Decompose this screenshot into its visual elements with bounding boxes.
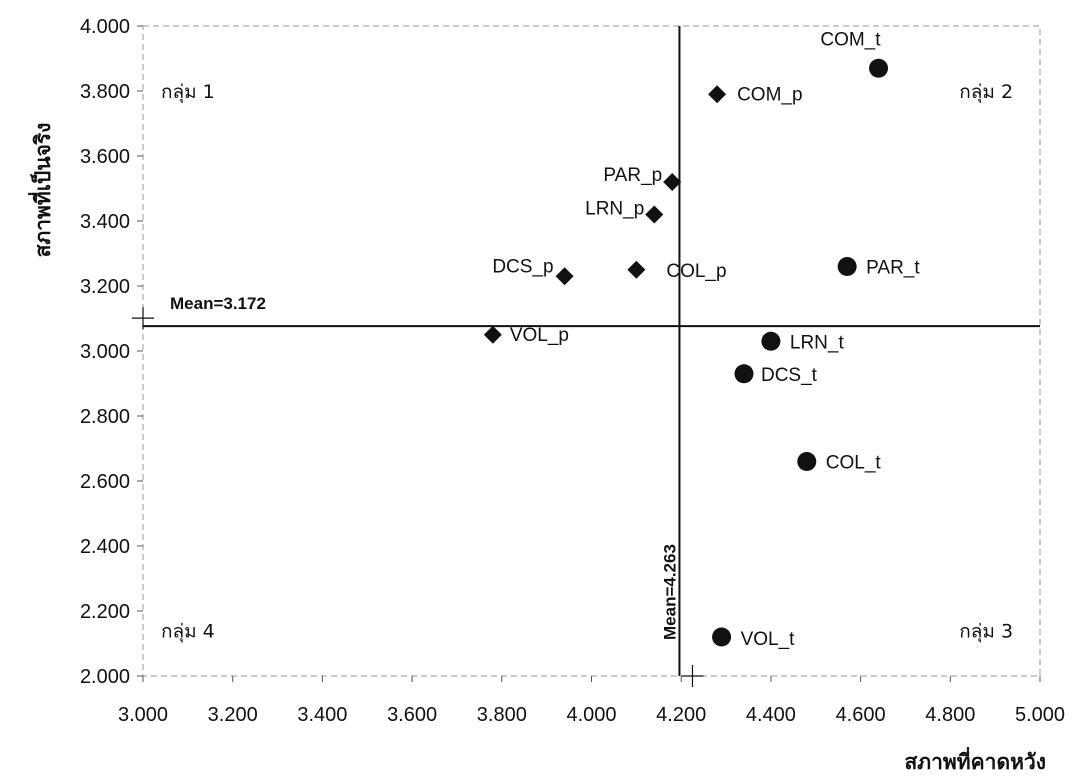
data-point-label: LRN_p bbox=[585, 199, 644, 220]
data-point-label: COM_p bbox=[737, 84, 802, 105]
mean-x-label: Mean=4.263 bbox=[660, 544, 679, 640]
quadrant-label: กลุ่ม 1 bbox=[161, 81, 215, 104]
data-point-diamond bbox=[663, 173, 682, 191]
data-point-label: DCS_t bbox=[761, 365, 818, 386]
data-point-diamond bbox=[555, 267, 574, 286]
x-tick-label: 4.000 bbox=[566, 704, 616, 726]
y-tick-label: 3.400 bbox=[80, 211, 130, 233]
cross-marker bbox=[132, 307, 154, 330]
x-tick-label: 4.400 bbox=[746, 704, 796, 726]
data-point-circle bbox=[797, 452, 817, 471]
data-point-diamond bbox=[483, 325, 502, 344]
y-tick-label: 2.600 bbox=[80, 471, 130, 493]
y-tick-label: 2.800 bbox=[80, 406, 130, 428]
x-tick-label: 3.600 bbox=[387, 704, 437, 726]
x-tick-label: 4.200 bbox=[656, 704, 706, 726]
data-point-label: COL_p bbox=[666, 261, 726, 282]
data-point-label: PAR_t bbox=[866, 258, 920, 279]
data-point-label: COL_t bbox=[826, 453, 882, 474]
plot-area bbox=[142, 25, 1041, 677]
y-axis-title: สภาพที่เป็นจริง bbox=[27, 123, 55, 258]
quadrant-label: กลุ่ม 4 bbox=[161, 621, 215, 644]
data-point-label: PAR_p bbox=[603, 165, 662, 186]
x-tick-label: 3.200 bbox=[208, 704, 258, 726]
data-point-label: LRN_t bbox=[790, 332, 845, 353]
data-point-circle bbox=[837, 257, 857, 276]
x-tick-label: 4.800 bbox=[925, 704, 975, 726]
cross-marker bbox=[681, 665, 704, 687]
x-tick-label: 4.600 bbox=[836, 704, 886, 726]
data-point-diamond bbox=[645, 205, 664, 224]
y-tick-label: 3.800 bbox=[80, 81, 130, 103]
data-point-label: DCS_p bbox=[492, 256, 553, 277]
data-point-circle bbox=[712, 627, 732, 647]
mean-y-label: Mean=3.172 bbox=[170, 294, 266, 313]
y-tick-label: 3.000 bbox=[80, 341, 130, 363]
y-tick-label: 2.400 bbox=[80, 536, 130, 558]
y-tick-label: 2.200 bbox=[80, 601, 130, 623]
data-point-circle bbox=[761, 331, 781, 351]
x-tick-label: 3.000 bbox=[118, 704, 168, 726]
x-tick-label: 3.400 bbox=[297, 704, 347, 726]
y-tick-label: 2.000 bbox=[80, 666, 130, 688]
y-tick-label: 3.600 bbox=[80, 146, 130, 168]
quadrant-label: กลุ่ม 3 bbox=[959, 621, 1013, 644]
data-point-diamond bbox=[708, 85, 727, 104]
x-tick-label: 3.800 bbox=[477, 704, 527, 726]
data-point-label: COM_t bbox=[820, 29, 881, 50]
y-tick-label: 3.200 bbox=[80, 276, 130, 298]
data-point-label: VOL_t bbox=[741, 629, 796, 650]
data-point-label: VOL_p bbox=[510, 325, 569, 346]
data-point-circle bbox=[869, 58, 889, 78]
data-point-diamond bbox=[627, 260, 646, 279]
x-axis-title: สภาพที่คาดหวัง bbox=[904, 746, 1046, 774]
data-point-circle bbox=[734, 364, 754, 384]
quadrant-label: กลุ่ม 2 bbox=[959, 81, 1013, 104]
x-tick-label: 5.000 bbox=[1015, 704, 1065, 726]
y-tick-label: 4.000 bbox=[80, 16, 130, 38]
